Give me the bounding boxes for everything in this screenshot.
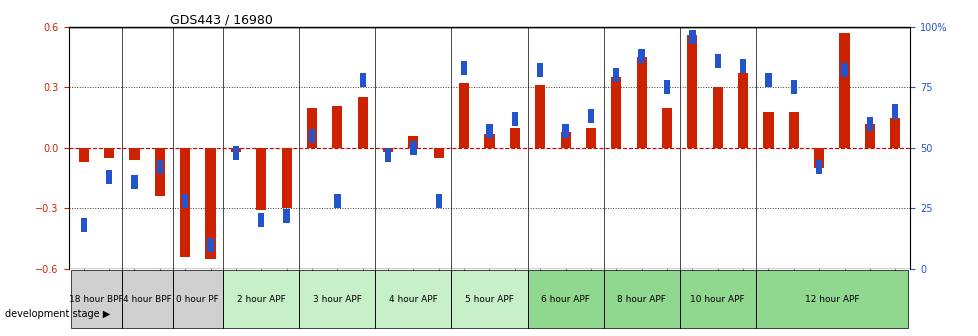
Bar	[155, 148, 164, 196]
Bar	[484, 134, 494, 148]
Bar	[814, 148, 823, 168]
Bar	[357, 97, 368, 148]
Bar	[461, 61, 467, 75]
Bar	[433, 148, 443, 158]
FancyBboxPatch shape	[755, 270, 907, 328]
Text: 18 hour BPF: 18 hour BPF	[69, 295, 123, 303]
FancyBboxPatch shape	[172, 270, 223, 328]
FancyBboxPatch shape	[223, 270, 299, 328]
Text: 6 hour APF: 6 hour APF	[541, 295, 590, 303]
Bar	[739, 58, 745, 73]
Text: 10 hour APF: 10 hour APF	[689, 295, 744, 303]
Bar	[891, 104, 898, 119]
Bar	[205, 148, 215, 259]
Bar	[866, 117, 872, 131]
Bar	[382, 148, 393, 152]
Bar	[233, 145, 239, 160]
Bar	[182, 194, 188, 208]
Bar	[889, 118, 900, 148]
Bar	[131, 175, 138, 189]
Bar	[435, 194, 441, 208]
Bar	[790, 80, 796, 94]
Bar	[788, 112, 798, 148]
Bar	[231, 148, 241, 152]
Bar	[560, 132, 570, 148]
FancyBboxPatch shape	[451, 270, 527, 328]
Text: 8 hour APF: 8 hour APF	[616, 295, 665, 303]
Bar	[636, 57, 646, 148]
Bar	[106, 170, 112, 184]
Bar	[511, 112, 517, 126]
Bar	[537, 64, 543, 78]
FancyBboxPatch shape	[299, 270, 375, 328]
Bar	[78, 148, 89, 162]
Bar	[561, 124, 568, 138]
Bar	[282, 148, 291, 208]
Text: 4 hour BPF: 4 hour BPF	[122, 295, 171, 303]
Bar	[333, 194, 340, 208]
Bar	[840, 64, 847, 78]
Bar	[384, 148, 391, 162]
Bar	[306, 108, 317, 148]
Bar	[765, 73, 771, 87]
Bar	[535, 85, 545, 148]
Bar	[864, 124, 874, 148]
Text: 2 hour APF: 2 hour APF	[237, 295, 286, 303]
Bar	[308, 129, 315, 143]
Bar	[486, 124, 492, 138]
Bar	[661, 108, 672, 148]
Text: development stage ▶: development stage ▶	[5, 309, 111, 319]
Bar	[104, 148, 114, 158]
Bar	[610, 77, 621, 148]
Bar	[284, 209, 289, 223]
Bar	[510, 128, 519, 148]
Text: GDS443 / 16980: GDS443 / 16980	[169, 14, 272, 27]
Bar	[763, 112, 773, 148]
FancyBboxPatch shape	[375, 270, 451, 328]
Bar	[816, 160, 822, 174]
Bar	[737, 73, 747, 148]
Bar	[714, 54, 720, 68]
Bar	[332, 106, 342, 148]
Bar	[410, 141, 417, 155]
Bar	[80, 218, 87, 232]
Bar	[712, 87, 722, 148]
FancyBboxPatch shape	[603, 270, 679, 328]
FancyBboxPatch shape	[527, 270, 603, 328]
Bar	[687, 35, 696, 148]
Bar	[256, 148, 266, 210]
Bar	[663, 80, 670, 94]
Bar	[459, 83, 468, 148]
Text: 3 hour APF: 3 hour APF	[313, 295, 362, 303]
Bar	[612, 68, 619, 82]
Bar	[180, 148, 190, 257]
Text: 5 hour APF: 5 hour APF	[465, 295, 513, 303]
Bar	[408, 136, 418, 148]
Bar	[129, 148, 140, 160]
Bar	[638, 49, 645, 63]
Bar	[587, 109, 594, 123]
Text: 4 hour APF: 4 hour APF	[388, 295, 437, 303]
FancyBboxPatch shape	[121, 270, 172, 328]
FancyBboxPatch shape	[71, 270, 121, 328]
FancyBboxPatch shape	[679, 270, 755, 328]
Bar	[585, 128, 596, 148]
Bar	[156, 160, 162, 174]
Bar	[207, 238, 213, 252]
Bar	[258, 213, 264, 227]
Text: 0 hour PF: 0 hour PF	[176, 295, 219, 303]
Bar	[838, 33, 849, 148]
Text: 12 hour APF: 12 hour APF	[804, 295, 859, 303]
Bar	[689, 30, 694, 44]
Bar	[359, 73, 366, 87]
